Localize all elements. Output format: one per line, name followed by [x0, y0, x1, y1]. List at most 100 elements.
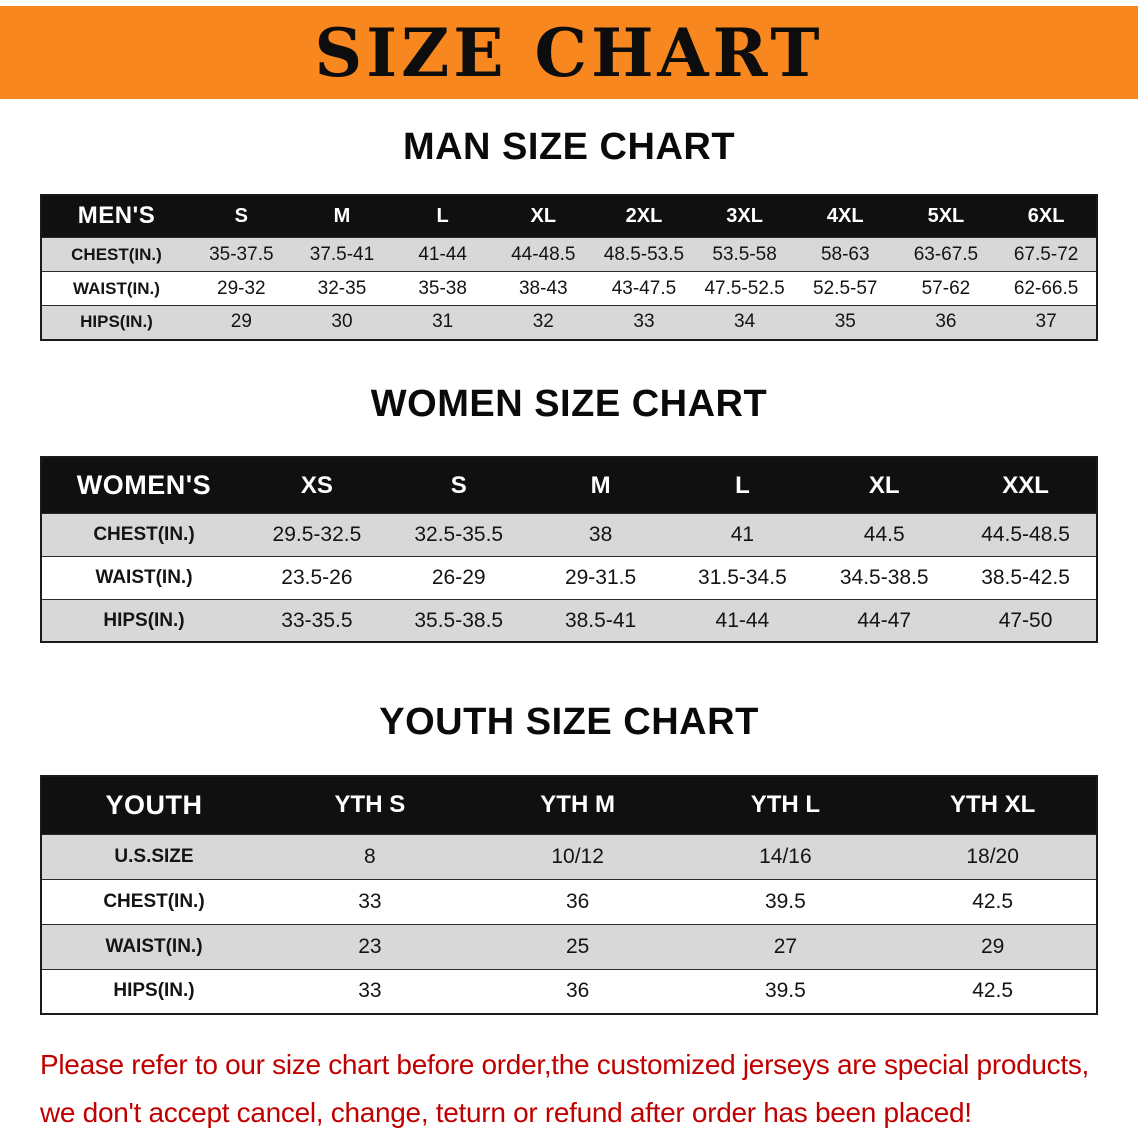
size-value-cell: 32.5-35.5 [414, 522, 504, 546]
size-value-cell: 31.5-34.5 [698, 565, 787, 589]
size-value-cell: 44-48.5 [511, 243, 576, 265]
size-value-cell: 44.5 [863, 522, 905, 546]
size-value-cell: 39.5 [764, 889, 806, 913]
size-value-cell: 29-31.5 [564, 565, 637, 589]
size-value-cell: 34.5-38.5 [839, 565, 929, 589]
measurement-row-label: CHEST(IN.) [103, 890, 205, 912]
size-value-cell: 58-63 [820, 243, 870, 265]
size-value-cell: 32-35 [317, 277, 367, 299]
measurement-row-label: HIPS(IN.) [103, 609, 185, 631]
size-value-cell: 39.5 [764, 979, 806, 1003]
size-column-header: XL [530, 204, 557, 227]
size-value-cell: 25 [565, 934, 590, 958]
size-value-cell: 8 [364, 844, 376, 868]
measurement-row: WAIST(IN.) 23.5-26 26-29 29-31.5 31.5-34.5 34… [41, 556, 1097, 600]
size-value-cell: 35.5-38.5 [414, 608, 504, 632]
measurement-row-label: U.S.SIZE [114, 845, 194, 867]
size-value-cell: 38.5-41 [564, 608, 637, 632]
size-value-cell: 37.5-41 [309, 243, 375, 265]
size-value-cell: 57-62 [921, 277, 971, 299]
size-value-cell: 63-67.5 [913, 243, 979, 265]
size-value-cell: 23.5-26 [281, 565, 353, 589]
size-value-cell: 36 [935, 311, 957, 333]
table-header-row: MEN'S S M L XL 2XL 3XL 4XL 5XL 6XL [41, 194, 1097, 238]
size-value-cell: 35-37.5 [209, 243, 274, 265]
size-column-header: XS [300, 471, 333, 499]
women-size-section: WOMEN SIZE CHART WOMEN'S XS S M L XL XXL CHEST(… [0, 383, 1138, 644]
size-value-cell: 37 [1035, 311, 1057, 333]
size-value-cell: 42.5 [972, 979, 1014, 1003]
size-value-cell: 27 [773, 934, 798, 958]
size-value-cell: 47.5-52.5 [704, 277, 785, 299]
size-column-header: 5XL [927, 204, 965, 227]
women-section-heading: WOMEN SIZE CHART [370, 382, 768, 425]
size-value-cell: 67.5-72 [1013, 243, 1079, 265]
size-value-cell: 31 [432, 311, 454, 333]
size-value-cell: 42.5 [972, 889, 1014, 913]
measurement-row: CHEST(IN.) 35-37.5 37.5-41 41-44 44-48.5 48.5… [41, 237, 1097, 272]
size-value-cell: 29 [230, 311, 252, 333]
measurement-row: HIPS(IN.) 33-35.5 35.5-38.5 38.5-41 41-44 44-… [41, 599, 1097, 643]
size-value-cell: 32 [532, 311, 554, 333]
size-chart-page: SIZE CHART MAN SIZE CHART MEN'S S M L XL 2XL 3… [0, 6, 1138, 1137]
size-value-cell: 34 [734, 311, 756, 333]
size-column-header: XXL [1002, 471, 1049, 499]
notice-line-2: we don't accept cancel, change, teturn o… [40, 1097, 972, 1129]
size-column-header: M [590, 471, 611, 499]
youth-size-table: YOUTH YTH S YTH M YTH L YTH XL U.S.SIZE 8 10/12… [40, 775, 1098, 1016]
size-value-cell: 30 [331, 311, 353, 333]
notice-line-1: Please refer to our size chart before or… [40, 1049, 1090, 1081]
size-chart-banner: SIZE CHART [0, 6, 1138, 99]
size-value-cell: 33 [633, 311, 655, 333]
size-value-cell: 23 [358, 934, 382, 958]
size-column-header: S [234, 204, 248, 227]
size-value-cell: 36 [565, 889, 590, 913]
measurement-row: WAIST(IN.) 29-32 32-35 35-38 38-43 43-47.5 47.… [41, 271, 1097, 306]
table-header-row: WOMEN'S XS S M L XL XXL [41, 457, 1097, 514]
measurement-row: CHEST(IN.) 29.5-32.5 32.5-35.5 38 41 44.5 44.5… [41, 513, 1097, 557]
size-column-header: 2XL [625, 204, 663, 227]
size-column-header: YTH XL [949, 791, 1036, 819]
size-column-header: YTH L [750, 791, 821, 819]
size-value-cell: 38-43 [518, 277, 568, 299]
table-header-row: YOUTH YTH S YTH M YTH L YTH XL [41, 776, 1097, 835]
size-value-cell: 10/12 [551, 844, 604, 868]
size-value-cell: 53.5-58 [712, 243, 777, 265]
size-value-cell: 52.5-57 [813, 277, 878, 299]
men-section-heading: MAN SIZE CHART [402, 126, 736, 168]
size-value-cell: 33-35.5 [281, 608, 353, 632]
table-corner-label: WOMEN'S [76, 470, 212, 501]
size-value-cell: 41-44 [418, 243, 467, 265]
size-value-cell: 48.5-53.5 [603, 243, 685, 265]
size-value-cell: 43-47.5 [611, 277, 677, 299]
size-column-header: YTH M [540, 791, 615, 819]
size-value-cell: 44.5-48.5 [981, 522, 1070, 546]
size-value-cell: 29-32 [217, 277, 266, 299]
size-column-header: M [333, 204, 351, 227]
size-value-cell: 26-29 [431, 565, 486, 589]
size-value-cell: 33 [358, 979, 382, 1003]
size-value-cell: 33 [358, 889, 382, 913]
size-value-cell: 35-38 [418, 277, 467, 299]
measurement-row: WAIST(IN.) 23 25 27 29 [41, 924, 1097, 970]
size-value-cell: 44-47 [857, 608, 912, 632]
size-value-cell: 36 [565, 979, 590, 1003]
measurement-row-label: WAIST(IN.) [95, 566, 193, 588]
men-size-table: MEN'S S M L XL 2XL 3XL 4XL 5XL 6XL CHEST(IN.) 35-37… [40, 193, 1098, 341]
size-column-header: YTH S [334, 791, 406, 819]
table-corner-label: YOUTH [105, 789, 203, 820]
size-value-cell: 29.5-32.5 [272, 522, 362, 546]
size-column-header: 4XL [826, 204, 864, 227]
size-value-cell: 41 [730, 522, 755, 546]
measurement-row-label: CHEST(IN.) [93, 523, 195, 545]
measurement-row: HIPS(IN.) 33 36 39.5 42.5 [41, 969, 1097, 1015]
women-size-table: WOMEN'S XS S M L XL XXL CHEST(IN.) 29.5-32.5 32.5… [40, 456, 1098, 644]
size-column-header: 6XL [1027, 204, 1065, 227]
page-title: SIZE CHART [314, 13, 824, 92]
measurement-row-label: WAIST(IN.) [105, 935, 203, 957]
size-column-header: XL [868, 471, 900, 499]
size-value-cell: 62-66.5 [1013, 277, 1079, 299]
size-value-cell: 14/16 [759, 844, 812, 868]
measurement-row-label: CHEST(IN.) [71, 244, 162, 264]
men-size-section: MAN SIZE CHART MEN'S S M L XL 2XL 3XL 4XL 5XL 6XL… [0, 126, 1138, 341]
